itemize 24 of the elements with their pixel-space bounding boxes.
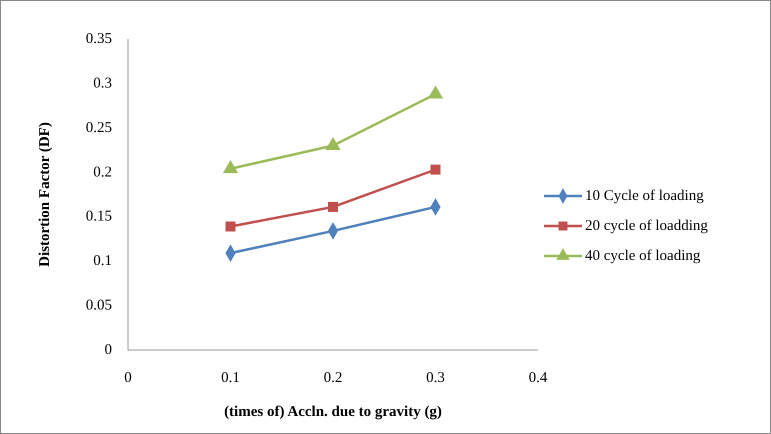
x-tick-label: 0 bbox=[124, 370, 132, 386]
point bbox=[325, 136, 341, 150]
y-tick-label: 0.3 bbox=[93, 75, 112, 92]
legend-label: 20 cycle of loadding bbox=[585, 218, 708, 234]
x-tick-label: 0.1 bbox=[221, 370, 240, 386]
point bbox=[430, 164, 440, 175]
x-axis-title: (times of) Accln. due to gravity (g) bbox=[224, 404, 442, 420]
x-tick-label: 0.2 bbox=[324, 370, 342, 386]
point bbox=[428, 85, 444, 98]
legend-label: 10 Cycle of loading bbox=[585, 188, 704, 204]
y-tick-label: 0 bbox=[104, 342, 112, 358]
y-tick-label: 0.1 bbox=[93, 253, 112, 270]
legend-label: 40 cycle of loading bbox=[585, 248, 701, 264]
y-tick-label: 0.35 bbox=[86, 31, 112, 47]
point bbox=[222, 160, 238, 174]
y-tick-label: 0.05 bbox=[86, 298, 112, 314]
y-axis-title: Distortion Factor (DF) bbox=[37, 122, 53, 267]
x-tick-label: 0.3 bbox=[426, 370, 445, 386]
y-tick-label: 0.25 bbox=[86, 120, 112, 136]
point bbox=[226, 221, 236, 232]
point bbox=[328, 202, 338, 212]
x-tick-label: 0.4 bbox=[528, 370, 548, 386]
y-tick-label: 0.15 bbox=[86, 208, 112, 225]
y-tick-label: 0.2 bbox=[93, 164, 112, 180]
